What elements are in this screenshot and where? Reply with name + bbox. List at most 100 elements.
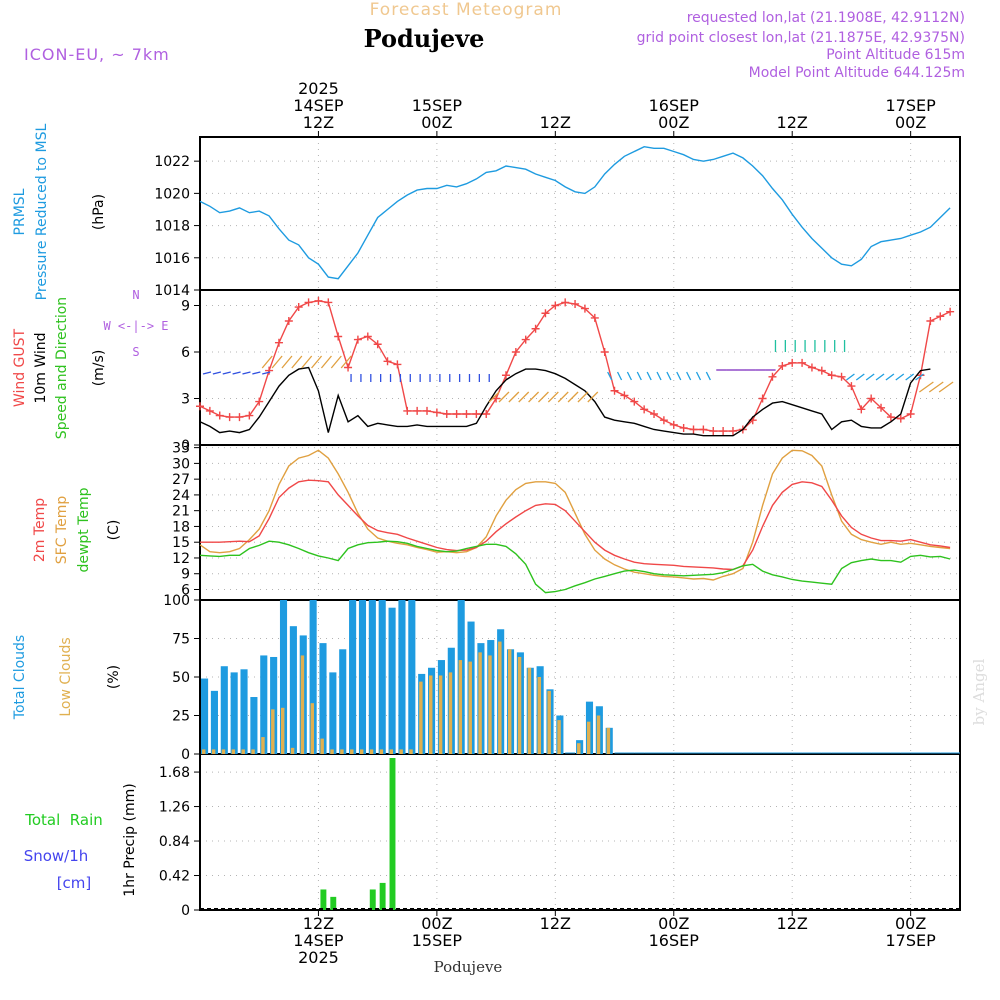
low-cloud-bar bbox=[290, 747, 295, 754]
gust-line-marker bbox=[314, 296, 323, 305]
low-cloud-bar bbox=[448, 672, 453, 754]
precip-bar bbox=[389, 758, 396, 910]
gust-line-marker bbox=[511, 348, 520, 356]
wind-direction-arrow bbox=[330, 355, 342, 369]
compass-we: W <-|-> E bbox=[103, 319, 168, 333]
winddir-label: Speed and Direction bbox=[54, 297, 70, 439]
gust-line-marker bbox=[383, 357, 392, 366]
low-cloud-bar bbox=[231, 749, 236, 754]
gust-line-marker bbox=[274, 338, 283, 347]
rain-label: Total Rain bbox=[24, 811, 103, 829]
footer-location: Podujeve bbox=[434, 958, 503, 976]
y-tick-label: 30 bbox=[172, 456, 190, 472]
y-tick-label: 1014 bbox=[154, 283, 190, 299]
total-cloud-bar bbox=[279, 600, 288, 754]
wind-label: 10m Wind bbox=[33, 332, 49, 403]
low-cloud-bar bbox=[458, 660, 463, 754]
low-cloud-bar bbox=[251, 749, 255, 754]
total-cloud-bar bbox=[240, 669, 248, 754]
wind-direction-arrow bbox=[557, 391, 569, 403]
wind-direction-arrow bbox=[616, 371, 623, 381]
wind-direction-arrow bbox=[705, 371, 711, 381]
y-tick-label: 1016 bbox=[154, 251, 190, 267]
wind-direction-arrow bbox=[846, 373, 855, 381]
low-cloud-bar bbox=[419, 681, 423, 754]
gust-line-marker bbox=[255, 397, 264, 406]
gust-line-marker bbox=[580, 304, 589, 313]
gust-line-marker bbox=[452, 410, 461, 418]
y-tick-label: 6 bbox=[181, 345, 190, 361]
low-cloud-bar bbox=[537, 677, 542, 754]
low-cloud-bar bbox=[241, 749, 245, 754]
top-time-label: 00Z bbox=[421, 113, 452, 132]
gust-line-marker bbox=[531, 324, 540, 333]
gust-line-marker bbox=[334, 332, 343, 341]
panel-frame bbox=[199, 136, 961, 291]
total-cloud-bar bbox=[368, 600, 376, 754]
total-cloud-bar bbox=[329, 672, 337, 754]
gust-line-marker bbox=[590, 313, 599, 322]
gust-line-marker bbox=[896, 414, 905, 423]
wind-direction-arrow bbox=[261, 355, 273, 369]
gust-line-marker bbox=[482, 410, 491, 418]
low-cloud-bar bbox=[577, 743, 581, 754]
wind-direction-arrow bbox=[232, 371, 241, 375]
total-clouds-label: Total Clouds bbox=[12, 635, 28, 720]
bottom-time-label: 16SEP bbox=[649, 931, 700, 950]
gust-line-marker bbox=[620, 391, 629, 400]
low-cloud-bar bbox=[606, 727, 611, 754]
y-tick-label: 12 bbox=[172, 551, 190, 567]
gust-line-marker bbox=[265, 366, 274, 375]
wind-direction-arrow bbox=[855, 373, 865, 381]
total-cloud-bar bbox=[250, 697, 258, 754]
wind-direction-arrow bbox=[865, 373, 875, 381]
total-cloud-bar bbox=[201, 678, 209, 754]
precip-bar bbox=[330, 896, 337, 910]
precip-bar bbox=[369, 889, 376, 910]
top-time-label: 00Z bbox=[895, 113, 926, 132]
low-cloud-bar bbox=[429, 675, 433, 754]
model-altitude: Model Point Altitude 644.125m bbox=[749, 65, 965, 81]
low-cloud-bar bbox=[596, 715, 601, 754]
panel-frame bbox=[199, 753, 961, 911]
wind-direction-arrow bbox=[915, 373, 924, 381]
gust-line-marker bbox=[235, 413, 244, 422]
wind-direction-arrow bbox=[537, 391, 549, 403]
gust-line-marker bbox=[610, 386, 619, 395]
pressure-label-1: PRMSL bbox=[12, 188, 28, 235]
bottom-time-label: 14SEP bbox=[293, 931, 344, 950]
gust-line-marker bbox=[807, 363, 816, 372]
wind-direction-arrow bbox=[875, 373, 885, 381]
top-time-label: 17SEP bbox=[886, 96, 937, 115]
wind-direction-arrow bbox=[340, 355, 352, 369]
gust-line-marker bbox=[679, 423, 688, 432]
wind-direction-arrow bbox=[281, 355, 293, 369]
gust-line-marker bbox=[709, 427, 718, 436]
gust-line-marker bbox=[304, 298, 313, 307]
wind-direction-arrow bbox=[498, 391, 510, 403]
y-tick-label: 0 bbox=[181, 438, 190, 454]
gust-line-marker bbox=[205, 406, 214, 415]
low-cloud-bar bbox=[478, 652, 482, 754]
gust-line-marker bbox=[472, 410, 481, 418]
y-tick-label: 24 bbox=[172, 488, 190, 504]
gust-line-marker bbox=[946, 307, 955, 316]
gust-line-marker bbox=[561, 298, 570, 307]
wind-direction-arrow bbox=[676, 371, 682, 381]
gust-line-marker bbox=[669, 420, 678, 429]
low-cloud-bar bbox=[498, 641, 502, 754]
total-cloud-bar bbox=[319, 643, 327, 754]
gust-line-marker bbox=[630, 397, 639, 406]
y-tick-label: 3 bbox=[181, 392, 190, 408]
gust-line-marker bbox=[225, 413, 234, 422]
wind-direction-arrow bbox=[488, 391, 500, 403]
low-cloud-bar bbox=[300, 655, 305, 754]
low-cloud-bar bbox=[586, 721, 591, 754]
y-tick-label: 0.84 bbox=[159, 834, 190, 850]
location-title: Podujeve bbox=[364, 24, 485, 53]
gust-line-marker bbox=[403, 406, 412, 415]
total-cloud-bar bbox=[289, 626, 297, 754]
total-cloud-bar bbox=[408, 600, 416, 754]
gust-line-marker bbox=[640, 405, 649, 414]
y-tick-label: 21 bbox=[172, 504, 190, 520]
